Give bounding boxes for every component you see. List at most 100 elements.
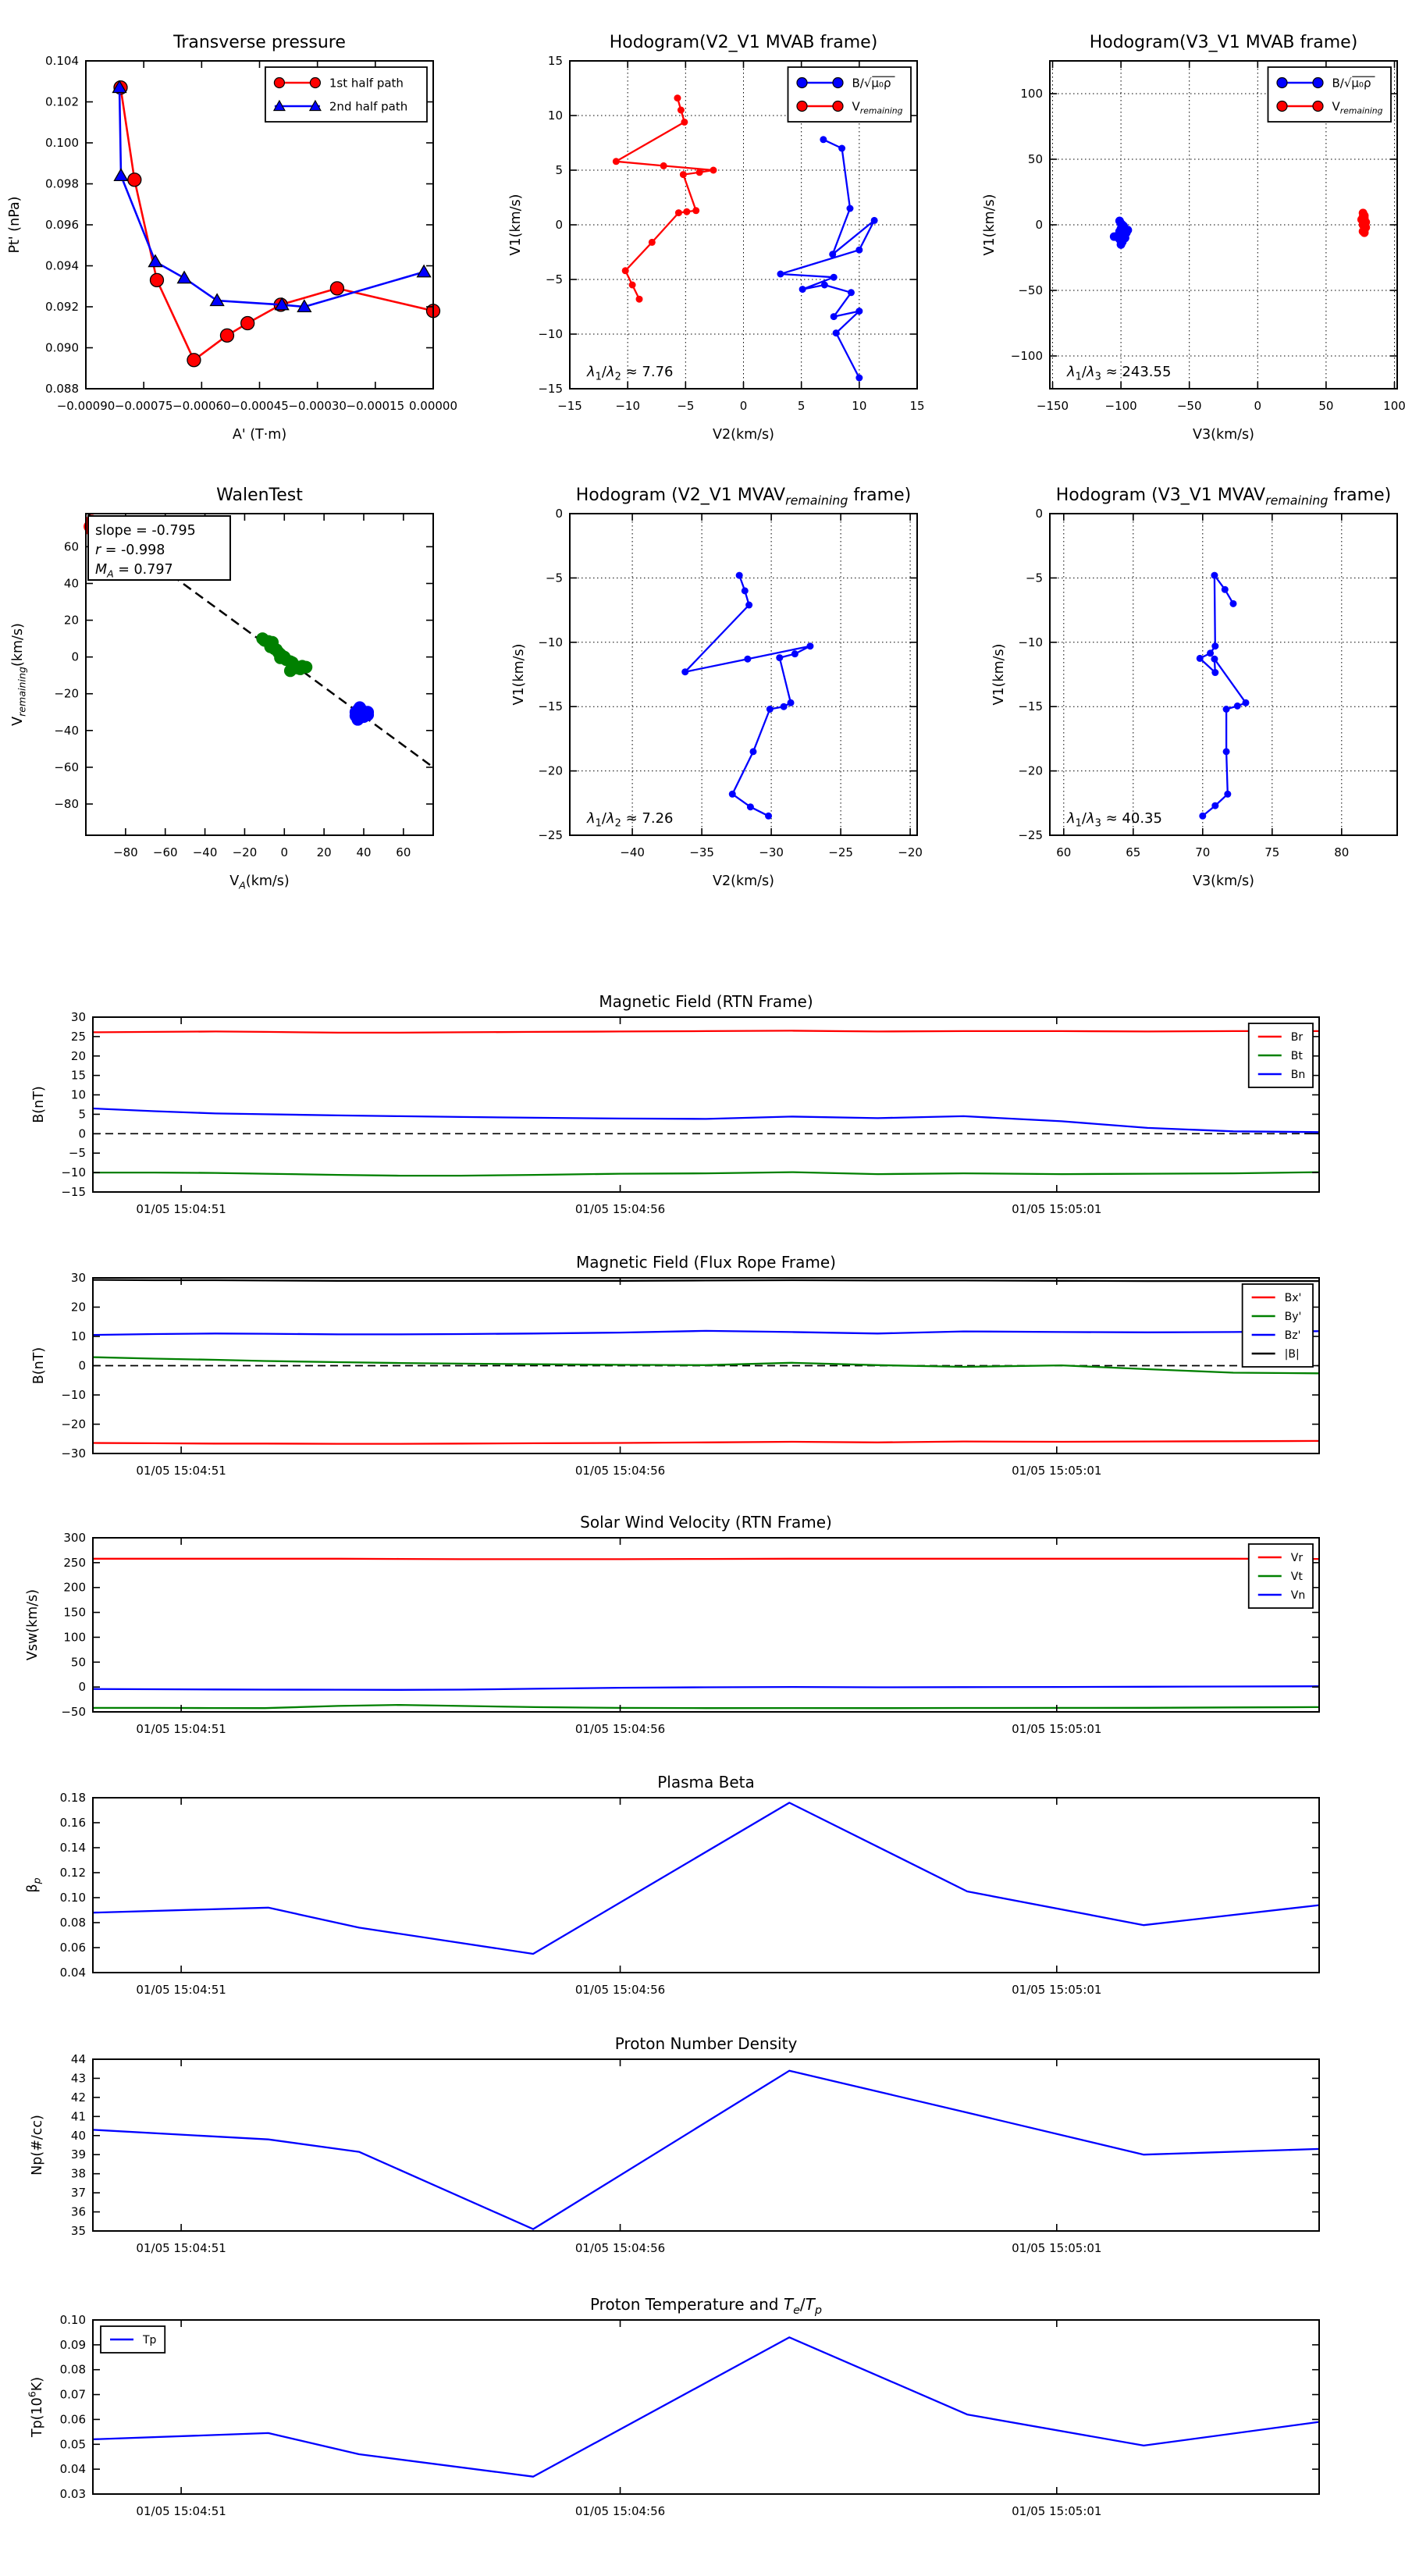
x-tick-label: 65	[1126, 845, 1140, 859]
y-tick-label: −25	[1018, 828, 1043, 842]
y-tick-label: 0.16	[60, 1816, 86, 1830]
legend-label: 1st half path	[329, 76, 404, 90]
legend-label: Vn	[1291, 1589, 1305, 1602]
x-tick-label: 01/05 15:04:51	[136, 1464, 226, 1478]
axes-frame	[92, 1016, 1320, 1193]
legend: Bx' By' Bz' |B|	[1241, 1283, 1314, 1368]
legend-label: By'	[1285, 1311, 1302, 1323]
x-tick-label: 0	[1254, 399, 1262, 413]
y-tick-label: 20	[71, 1049, 86, 1063]
series-V-remaining	[612, 94, 717, 303]
y-tick-label: 0.094	[45, 259, 79, 273]
series-Bn	[92, 1107, 1320, 1133]
y-tick-label: 0	[78, 1126, 86, 1140]
y-axis-label: V1(km/s)	[991, 644, 1007, 706]
y-tick-label: 39	[71, 2147, 86, 2161]
x-tick-label: 01/05 15:04:51	[136, 2504, 226, 2518]
x-tick-label: 50	[1318, 399, 1333, 413]
y-tick-label: −50	[61, 1705, 86, 1719]
y-tick-label: −40	[54, 724, 79, 738]
series-Bz'	[92, 1329, 1320, 1336]
y-tick-label: 0.08	[60, 2363, 86, 2377]
x-tick-label: −60	[153, 845, 178, 859]
annotation: λ1/λ2 ≈ 7.76	[586, 364, 674, 383]
series-1st half path	[113, 80, 441, 368]
y-tick-label: 50	[71, 1655, 86, 1669]
annotation: λ1/λ3 ≈ 40.35	[1066, 810, 1162, 830]
y-tick-label: 0.04	[60, 1966, 86, 1980]
ticks: 01/05 15:04:51 01/05 15:04:56 01/05 15:05:…	[61, 1271, 1319, 1478]
series-beta-p	[92, 1802, 1320, 1955]
info-box-line: slope = -0.795	[95, 523, 196, 539]
y-tick-label: 35	[71, 2224, 86, 2238]
axes-frame	[85, 513, 434, 836]
y-tick-label: 0.07	[60, 2388, 86, 2402]
panel-hodogram-v2v1-mvav: −40 −35 −30 −25 −20 0 −5 −10 −15 −20 −25 Hodogram (…	[511, 486, 923, 889]
y-axis-label: V1(km/s)	[508, 194, 524, 256]
legend: Tp	[100, 2325, 166, 2354]
y-tick-label: −25	[538, 828, 563, 842]
panel-solar-wind-velocity: 01/05 15:04:51 01/05 15:04:56 01/05 15:05:…	[25, 1513, 1320, 1736]
y-tick-label: 0.06	[60, 1941, 86, 1955]
legend-label: Tp	[142, 2334, 157, 2347]
panel-title: Solar Wind Velocity (RTN Frame)	[580, 1513, 832, 1532]
y-tick-label: 5	[78, 1107, 86, 1121]
panel-magnetic-field-rtn: 01/05 15:04:51 01/05 15:04:56 01/05 15:05:…	[31, 992, 1320, 1216]
y-tick-label: −50	[1018, 283, 1043, 297]
x-tick-label: 01/05 15:04:51	[136, 1983, 226, 1997]
series-Br	[92, 1030, 1319, 1034]
panel-magnetic-field-flux-rope: 01/05 15:04:51 01/05 15:04:56 01/05 15:05:…	[31, 1253, 1320, 1478]
y-tick-label: −20	[538, 764, 563, 778]
x-tick-label: 01/05 15:04:56	[575, 1202, 665, 1216]
panel-title: Magnetic Field (RTN Frame)	[599, 992, 813, 1011]
y-tick-label: 36	[71, 2205, 86, 2219]
axes-frame	[92, 2319, 1320, 2495]
x-tick-label: −35	[689, 845, 714, 859]
y-tick-label: 38	[71, 2167, 86, 2181]
y-tick-label: 15	[548, 54, 563, 68]
y-tick-label: 0	[71, 650, 79, 664]
y-tick-label: 60	[64, 539, 79, 553]
panel-title: Hodogram(V3_V1 MVAB frame)	[1090, 33, 1358, 52]
legend-label: Bx'	[1285, 1292, 1302, 1304]
series-cluster-green	[256, 632, 313, 678]
ticks: −40 −35 −30 −25 −20 0 −5 −10 −15 −20 −25	[538, 507, 923, 859]
x-tick-label: −25	[828, 845, 853, 859]
y-tick-label: −15	[1018, 699, 1043, 713]
panel-proton-temperature: 01/05 15:04:51 01/05 15:04:56 01/05 15:05:…	[27, 2295, 1320, 2518]
series-cluster-blue	[349, 701, 375, 726]
y-tick-label: −15	[538, 382, 563, 396]
legend-label: Vr	[1291, 1552, 1304, 1564]
y-tick-label: 25	[71, 1030, 86, 1044]
legend: B/√μ₀ρ Vremaining	[1267, 66, 1392, 123]
panel-transverse-pressure: −0.00090 −0.00075 −0.00060 −0.00045 −0.00030…	[7, 33, 457, 443]
y-tick-label: 0.098	[45, 177, 79, 191]
x-tick-label: 15	[909, 399, 924, 413]
y-tick-label: 0.092	[45, 300, 79, 314]
y-axis-label: V1(km/s)	[982, 194, 998, 256]
annotation: λ1/λ3 ≈ 243.55	[1066, 364, 1171, 383]
x-tick-label: −0.00015	[347, 399, 405, 413]
x-tick-label: −0.00090	[57, 399, 116, 413]
axes-frame	[92, 1537, 1320, 1713]
y-tick-label: −20	[1018, 764, 1043, 778]
y-tick-label: 20	[71, 1300, 86, 1315]
x-tick-label: 01/05 15:05:01	[1012, 1464, 1101, 1478]
ticks: 01/05 15:04:51 01/05 15:04:56 01/05 15:05:…	[61, 1531, 1319, 1736]
y-tick-label: −5	[69, 1146, 86, 1160]
y-tick-label: 30	[71, 1271, 86, 1285]
y-axis-label: Np(#/cc)	[30, 2115, 45, 2176]
x-tick-label: −0.00075	[115, 399, 173, 413]
y-tick-label: 10	[548, 109, 563, 123]
y-tick-label: 0.05	[60, 2437, 86, 2451]
legend-label: Bt	[1291, 1050, 1304, 1062]
panel-hodogram-v2v1-mvab: −15 −10 −5 0 5 10 15 −15 −10 −5 0 5 10 15 Hodogram(V2_…	[508, 33, 925, 443]
legend: B/√μ₀ρ Vremaining	[787, 66, 912, 123]
series-V-remaining	[1357, 208, 1371, 237]
y-tick-label: −60	[54, 760, 79, 774]
x-tick-label: 01/05 15:04:56	[575, 2241, 665, 2255]
y-tick-label: 43	[71, 2071, 86, 2085]
legend-label: Bn	[1291, 1069, 1305, 1081]
